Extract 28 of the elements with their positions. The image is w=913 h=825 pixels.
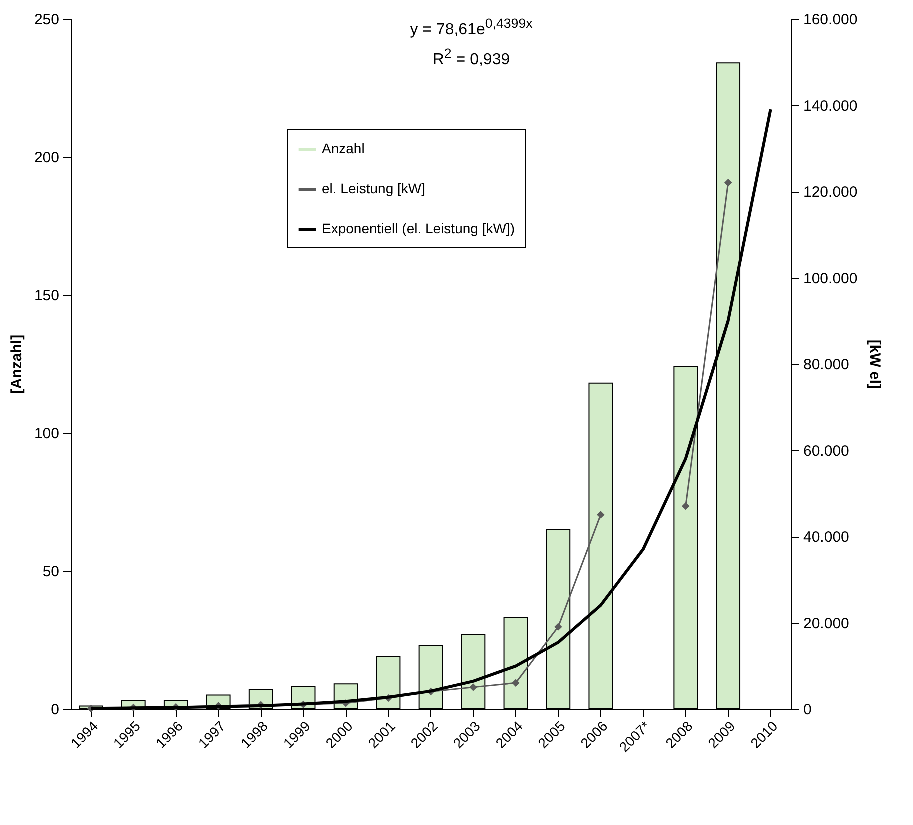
y-tick-label: 0 <box>51 702 60 718</box>
y2-tick-label: 40.000 <box>804 529 850 546</box>
y-axis-title: [Anzahl] <box>8 334 26 394</box>
point <box>682 502 690 510</box>
y-tick-label: 50 <box>42 564 60 580</box>
y-tick-label: 100 <box>34 426 60 442</box>
y2-tick-label: 0 <box>804 702 812 718</box>
y2-tick-label: 160.000 <box>804 12 858 28</box>
y2-tick-label: 60.000 <box>804 442 850 460</box>
y2-tick-label: 100.000 <box>804 270 858 288</box>
annotation: y = 78,61e$^{0,4399x}$ <box>410 16 533 38</box>
point <box>512 679 520 687</box>
legend-label: el. Leistung [kW] <box>322 180 426 196</box>
y-tick-label: 250 <box>34 12 60 28</box>
point <box>554 623 562 631</box>
point <box>724 179 732 187</box>
legend-label: Exponentiell (el. Leistung [kW]) <box>322 220 515 236</box>
y-tick-label: 150 <box>34 288 60 304</box>
y2-tick-label: 20.000 <box>804 615 850 632</box>
y-tick-label: 200 <box>34 150 60 166</box>
y2-tick-label: 140.000 <box>804 98 858 115</box>
y2-tick-label: 120.000 <box>804 184 858 201</box>
point <box>597 511 605 519</box>
y2-tick-label: 80.000 <box>804 356 850 374</box>
y2-axis-title: [kW el] <box>866 340 884 390</box>
legend-label: Anzahl <box>322 140 365 156</box>
annotation: R$^{2}$ = 0,939 <box>432 45 512 71</box>
point <box>470 684 478 692</box>
